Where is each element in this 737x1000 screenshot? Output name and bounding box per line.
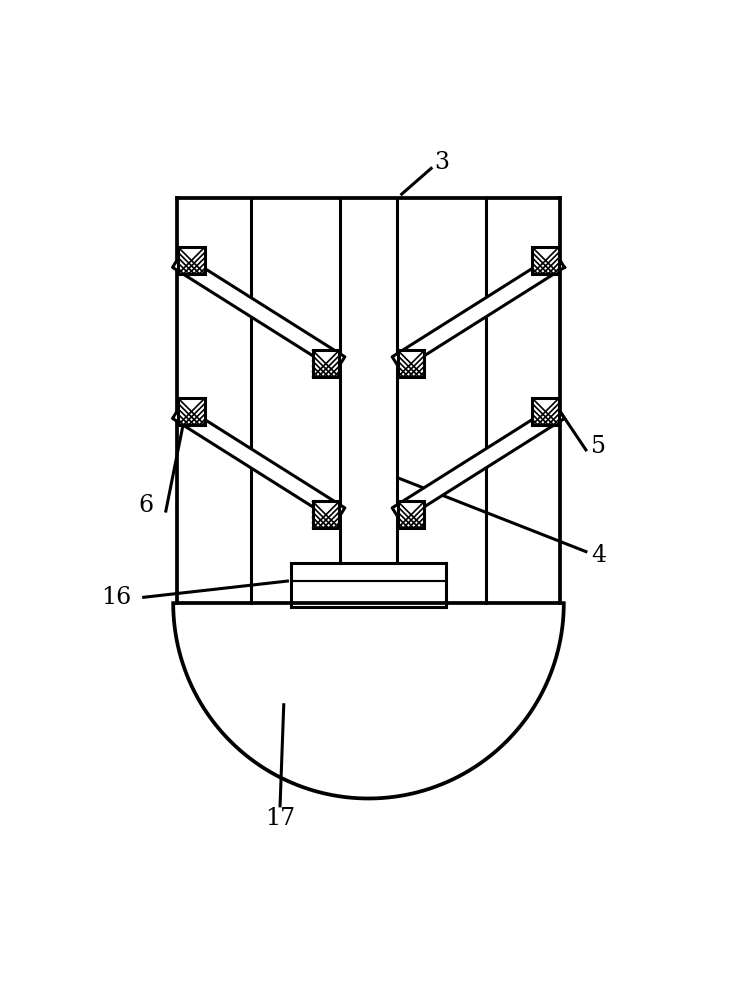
Bar xyxy=(312,501,339,528)
Bar xyxy=(178,247,205,274)
Polygon shape xyxy=(172,254,345,371)
Bar xyxy=(398,350,425,377)
Bar xyxy=(398,501,425,528)
Bar xyxy=(532,398,559,425)
Bar xyxy=(312,350,339,377)
Bar xyxy=(532,247,559,274)
Polygon shape xyxy=(172,405,345,522)
Text: 4: 4 xyxy=(591,544,606,567)
Text: 6: 6 xyxy=(139,494,153,517)
Text: 5: 5 xyxy=(591,435,606,458)
Bar xyxy=(178,398,205,425)
Text: 17: 17 xyxy=(265,807,295,830)
Text: 3: 3 xyxy=(435,151,450,174)
Polygon shape xyxy=(392,254,565,371)
Text: 16: 16 xyxy=(101,586,132,609)
Polygon shape xyxy=(392,405,565,522)
